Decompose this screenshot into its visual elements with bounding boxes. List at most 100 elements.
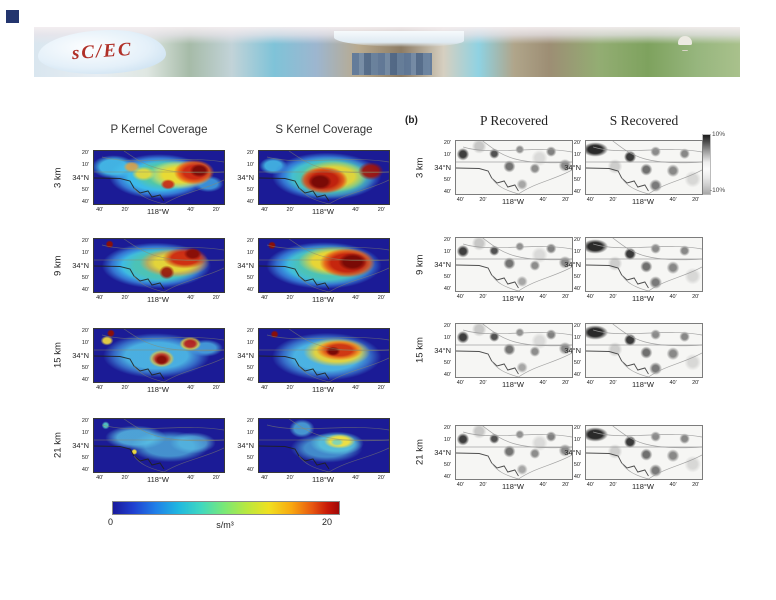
map-p-recovered-9km [455,237,573,292]
tick-label: 20' [377,475,385,481]
y-axis-ticks: 20' 10' 34°N 50' 40' [429,323,453,378]
tick-label: 40' [586,380,594,386]
tick-label: 20' [286,385,294,391]
depth-label-21km: 21 km [52,432,64,459]
tick-label: 50' [443,177,451,184]
tick-label: 50' [443,360,451,367]
tick-label: 118°W [146,207,170,216]
tick-label: 10' [81,161,89,168]
tick-label: 34°N [72,260,89,270]
y-axis-ticks: 20' 10' 34°N 50' 40' [559,323,583,378]
tick-label: 34°N [434,162,451,172]
tick-label: 20' [286,295,294,301]
map-s-recovered-3km [585,140,703,195]
tick-label: 10' [81,339,89,346]
tick-label: 50' [573,274,581,281]
tick-label: 20' [573,323,581,329]
tick-label: 40' [443,372,451,378]
panel-label-b: (b) [405,115,418,126]
tick-label: 20' [609,380,617,386]
column-header-s-kernel: S Kernel Coverage [275,124,373,136]
tick-label: 20' [692,294,700,300]
tick-label: 20' [573,237,581,243]
colorbar-min-label: 0 [108,517,114,527]
x-axis-ticks: 40' 20' 118°W 40' 20' [87,475,229,486]
y-axis-ticks: 20' 10' 34°N 50' 40' [67,150,91,205]
map-s-recovered-15km [585,323,703,378]
y-axis-ticks: 20' 10' 34°N 50' 40' [559,425,583,480]
map-s-kernel-15km [258,328,390,383]
tick-label: 20' [443,140,451,146]
map-unit-p-recovered-3km: 20' 10' 34°N 50' 40' 40' 20' 118°W 40' 20' [429,140,577,208]
depth-label-21km: 21 km [414,439,426,466]
tick-label: 40' [81,287,89,293]
map-unit-s-kernel-21km: 20' 10' 34°N 50' 40' 40' 20' 118°W 40' 20' [232,418,392,486]
tick-label: 40' [246,467,254,473]
banner-city-skyline [352,53,432,75]
tick-label: 20' [286,475,294,481]
tick-label: 40' [669,197,677,203]
tick-label: 40' [187,475,195,481]
tick-label: 50' [246,187,254,194]
tick-label: 40' [261,295,269,301]
tick-label: 118°W [311,295,335,304]
column-header-s-recovered: S Recovered [609,113,679,128]
tick-label: 10' [246,161,254,168]
map-unit-s-kernel-15km: 20' 10' 34°N 50' 40' 40' 20' 118°W 40' 20' [232,328,392,396]
tick-label: 40' [669,482,677,488]
depth-label-9km: 9 km [52,255,64,276]
map-unit-s-kernel-9km: 20' 10' 34°N 50' 40' 40' 20' 118°W 40' 20' [232,238,392,306]
map-unit-p-kernel-15km: 20' 10' 34°N 50' 40' 40' 20' 118°W 40' 20' [67,328,227,396]
tick-label: 50' [81,365,89,372]
tick-label: 40' [81,199,89,205]
tick-label: 20' [121,295,129,301]
x-axis-ticks: 40' 20' 118°W 40' 20' [579,380,707,391]
tick-label: 10' [573,334,581,341]
tick-label: 20' [692,380,700,386]
tick-label: 20' [562,482,570,488]
tick-label: 20' [212,207,220,213]
tick-label: 20' [443,425,451,431]
tick-label: 40' [96,475,104,481]
map-s-recovered-21km [585,425,703,480]
tick-label: 40' [586,294,594,300]
tick-label: 10' [81,249,89,256]
tick-label: 34°N [564,259,581,269]
y-axis-ticks: 20' 10' 34°N 50' 40' [429,425,453,480]
recovered-panel: (b) P Recovered S Recovered 10% -10% 3 k… [405,110,740,530]
scec-logo: sC/EC [38,30,166,74]
tick-label: 40' [539,482,547,488]
y-axis-ticks: 20' 10' 34°N 50' 40' [232,418,256,473]
tick-label: 34°N [564,345,581,355]
colorbar-min-label: -10% [710,187,726,194]
y-axis-ticks: 20' 10' 34°N 50' 40' [232,150,256,205]
map-unit-p-kernel-9km: 20' 10' 34°N 50' 40' 40' 20' 118°W 40' 20' [67,238,227,306]
column-header-p-kernel: P Kernel Coverage [110,124,208,136]
tick-label: 10' [81,429,89,436]
tick-label: 20' [212,295,220,301]
tick-label: 50' [246,455,254,462]
tick-label: 20' [246,328,254,334]
tick-label: 118°W [146,295,170,304]
tick-label: 34°N [72,440,89,450]
depth-label-9km: 9 km [414,254,426,275]
y-axis-ticks: 20' 10' 34°N 50' 40' [67,418,91,473]
tick-label: 34°N [434,345,451,355]
tick-label: 50' [246,365,254,372]
tick-label: 40' [187,207,195,213]
tick-label: 40' [456,482,464,488]
tick-label: 34°N [564,447,581,457]
colorbar-units-label: s/m³ [216,520,234,530]
tick-label: 20' [81,418,89,424]
tick-label: 20' [443,323,451,329]
tick-label: 20' [609,482,617,488]
tick-label: 34°N [564,162,581,172]
tick-label: 40' [539,197,547,203]
tick-label: 40' [573,286,581,292]
map-p-kernel-9km [93,238,225,293]
x-axis-ticks: 40' 20' 118°W 40' 20' [87,385,229,396]
tick-label: 20' [286,207,294,213]
tick-label: 50' [573,360,581,367]
map-unit-p-recovered-21km: 20' 10' 34°N 50' 40' 40' 20' 118°W 40' 20' [429,425,577,493]
